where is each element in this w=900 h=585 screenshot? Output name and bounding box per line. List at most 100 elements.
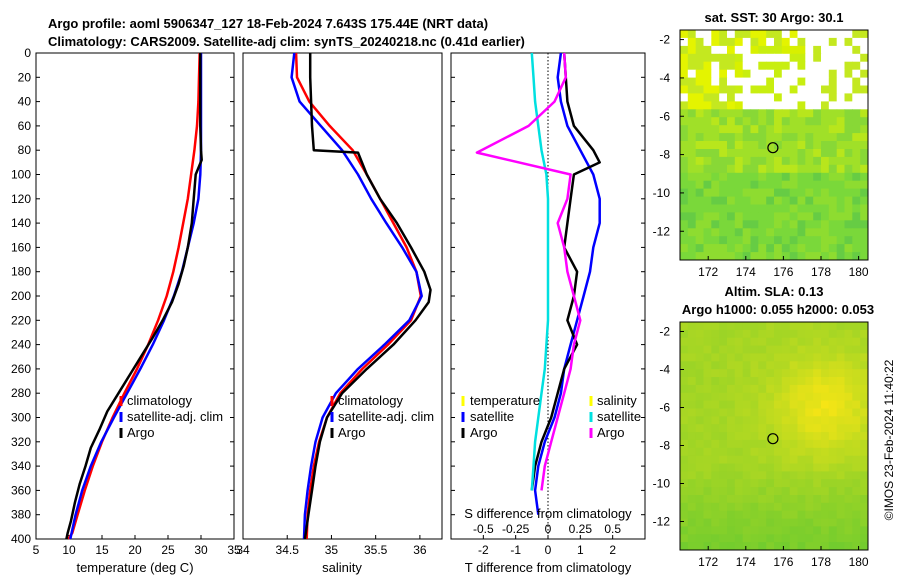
map-cell <box>781 408 791 417</box>
map-cell <box>695 69 705 79</box>
map-cell <box>719 196 728 206</box>
sla-map-title: Altim. SLA: 0.13 <box>725 284 824 299</box>
map-cell <box>821 479 830 488</box>
map-cell <box>774 149 783 158</box>
map-cell <box>711 53 720 63</box>
map-cell <box>758 37 767 47</box>
y-tick-label: 40 <box>18 95 32 109</box>
map-cell <box>719 212 728 221</box>
temperature-axes-box <box>35 52 235 540</box>
map-cell <box>719 471 728 480</box>
map-cell <box>680 384 689 394</box>
s-difference-label: S difference from climatology <box>464 506 632 521</box>
map-cell <box>774 416 783 425</box>
map-cell <box>687 30 697 39</box>
map-cell <box>813 439 822 449</box>
map-cell <box>844 188 853 198</box>
sst-lon-tick-labels: 172 174 176 178 180 <box>698 256 869 279</box>
map-cell <box>844 228 853 237</box>
map-cell <box>797 141 806 150</box>
map-cell <box>821 204 830 213</box>
map-cell <box>797 149 806 158</box>
map-cell <box>860 510 868 520</box>
map-cell <box>805 471 814 480</box>
map-cell <box>789 236 799 245</box>
map-cell <box>860 542 868 550</box>
map-cell <box>797 156 806 166</box>
map-cell <box>711 361 720 370</box>
map-cell <box>789 479 799 488</box>
map-cell <box>703 526 712 535</box>
map-cell <box>750 455 759 465</box>
s-difference-tick-labels: -0.5 -0.25 0 0.25 0.5 <box>473 522 621 536</box>
map-cell <box>844 329 853 339</box>
map-cell <box>852 53 861 63</box>
map-cell <box>680 345 689 355</box>
map-cell <box>781 30 791 39</box>
map-cell <box>703 188 712 198</box>
series-line-s-argo <box>475 52 582 491</box>
map-cell <box>828 172 838 182</box>
map-cell <box>734 353 744 362</box>
map-cell <box>766 156 775 166</box>
map-cell <box>774 439 783 449</box>
map-cell <box>844 196 853 206</box>
map-cell <box>758 345 767 355</box>
map-cell <box>727 220 736 229</box>
map-cell <box>789 518 799 528</box>
map-cell <box>742 228 752 237</box>
map-cell <box>711 236 720 245</box>
salinity-legend: climatology satellite-adj. clim Argo <box>330 393 434 440</box>
map-cell <box>805 53 814 63</box>
map-cell <box>828 228 838 237</box>
map-cell <box>781 117 791 126</box>
map-cell <box>836 369 846 378</box>
map-cell <box>703 172 712 182</box>
map-cell <box>821 329 830 339</box>
map-cell <box>813 77 822 87</box>
map-cell <box>727 408 736 417</box>
map-cell <box>719 236 728 245</box>
map-cell <box>797 400 806 410</box>
map-cell <box>836 109 846 118</box>
map-cell <box>711 220 720 229</box>
map-cell <box>836 141 846 150</box>
map-cell <box>750 384 759 394</box>
map-cell <box>774 502 783 512</box>
map-cell <box>860 518 868 528</box>
map-cell <box>766 416 775 425</box>
map-cell <box>860 196 868 206</box>
map-cell <box>766 212 775 221</box>
map-cell <box>844 439 853 449</box>
map-cell <box>687 384 697 394</box>
map-cell <box>836 37 846 47</box>
map-cell <box>703 236 712 245</box>
map-cell <box>836 424 846 433</box>
map-cell <box>758 369 767 378</box>
map-cell <box>805 77 814 87</box>
map-cell <box>844 149 853 158</box>
map-cell <box>766 204 775 213</box>
map-cell <box>774 53 783 63</box>
map-cell <box>742 141 752 150</box>
legend-text-argo: Argo <box>338 425 365 440</box>
map-cell <box>687 416 697 425</box>
map-cell <box>852 156 861 166</box>
map-cell <box>805 526 814 535</box>
map-cell <box>680 37 689 47</box>
map-cell <box>828 212 838 221</box>
map-cell <box>828 353 838 362</box>
map-cell <box>774 487 783 496</box>
map-cell <box>703 141 712 150</box>
map-cell <box>734 495 744 504</box>
map-cell <box>703 408 712 417</box>
map-cell <box>727 471 736 480</box>
map-cell <box>805 424 814 433</box>
map-cell <box>719 180 728 190</box>
map-cell <box>734 329 744 339</box>
x-tick-label: -1 <box>510 543 521 557</box>
map-cell <box>711 156 720 166</box>
map-cell <box>758 125 767 134</box>
map-cell <box>750 141 759 150</box>
map-cell <box>852 117 861 126</box>
